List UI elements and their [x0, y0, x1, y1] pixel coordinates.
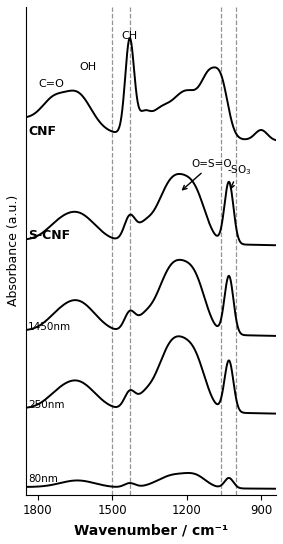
Text: CNF: CNF: [28, 125, 56, 138]
Text: 1450nm: 1450nm: [28, 323, 71, 332]
Y-axis label: Absorbance (a.u.): Absorbance (a.u.): [7, 195, 20, 306]
Text: S-CNF: S-CNF: [28, 229, 70, 242]
Text: -SO$_3$: -SO$_3$: [226, 163, 251, 189]
Text: CH: CH: [122, 32, 138, 41]
Text: C=O: C=O: [38, 79, 65, 89]
Text: 250nm: 250nm: [28, 400, 65, 410]
X-axis label: Wavenumber / cm⁻¹: Wavenumber / cm⁻¹: [74, 523, 228, 537]
Text: 80nm: 80nm: [28, 474, 58, 484]
Text: O=S=O: O=S=O: [183, 159, 232, 190]
Text: OH: OH: [79, 61, 96, 72]
